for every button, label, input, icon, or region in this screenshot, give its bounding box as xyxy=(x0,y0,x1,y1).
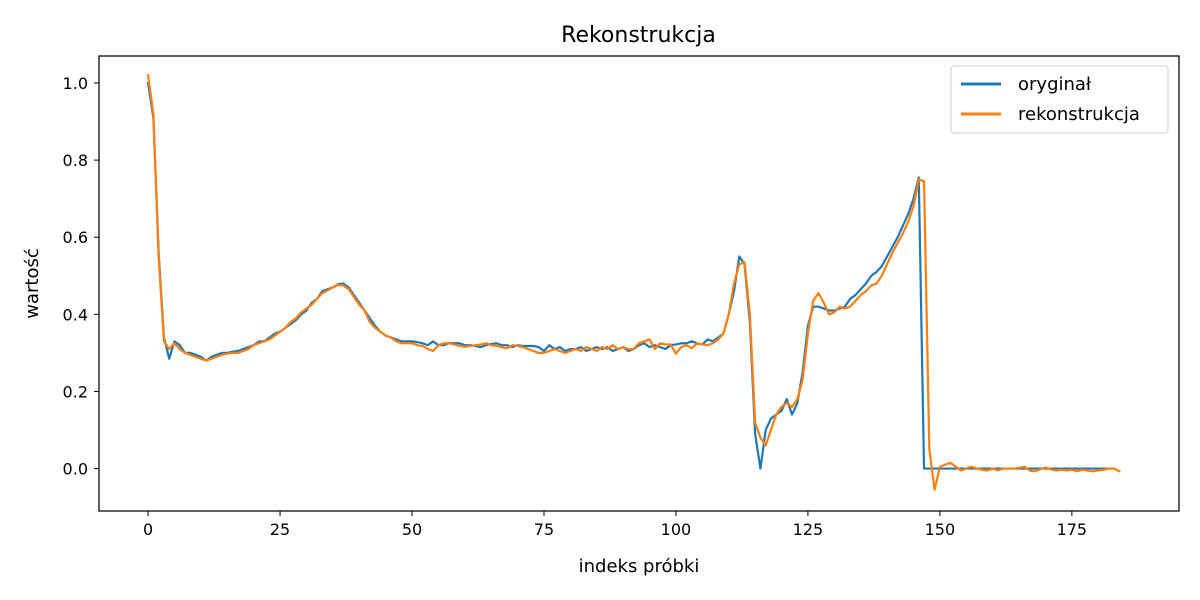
legend: oryginał rekonstrukcja xyxy=(950,65,1169,134)
x-tick-label: 175 xyxy=(1057,520,1088,539)
x-tick-label: 100 xyxy=(661,520,692,539)
legend-box xyxy=(950,65,1169,134)
y-tick-label: 0.6 xyxy=(63,228,88,247)
plot-area xyxy=(146,74,1121,491)
x-tick-label: 50 xyxy=(402,520,422,539)
x-axis-label: indeks próbki xyxy=(579,556,700,577)
plot-frame xyxy=(98,55,1180,512)
y-tick-label: 1.0 xyxy=(63,74,88,93)
x-tick-label: 150 xyxy=(925,520,956,539)
y-tick-label: 0.0 xyxy=(63,460,88,479)
x-tick-label: 0 xyxy=(143,520,153,539)
x-tick-label: 125 xyxy=(793,520,824,539)
series-line-reconstruction xyxy=(146,74,1121,491)
y-axis-label: wartość xyxy=(22,248,43,319)
x-tick-label: 75 xyxy=(534,520,554,539)
legend-label-reconstruction: rekonstrukcja xyxy=(1018,104,1140,125)
x-tick-label: 25 xyxy=(270,520,290,539)
legend-label-original: oryginał xyxy=(1018,74,1092,95)
chart-title: Rekonstrukcja xyxy=(561,23,716,48)
y-tick-label: 0.4 xyxy=(63,305,88,324)
y-tick-label: 0.8 xyxy=(63,151,88,170)
y-tick-label: 0.2 xyxy=(63,382,88,401)
